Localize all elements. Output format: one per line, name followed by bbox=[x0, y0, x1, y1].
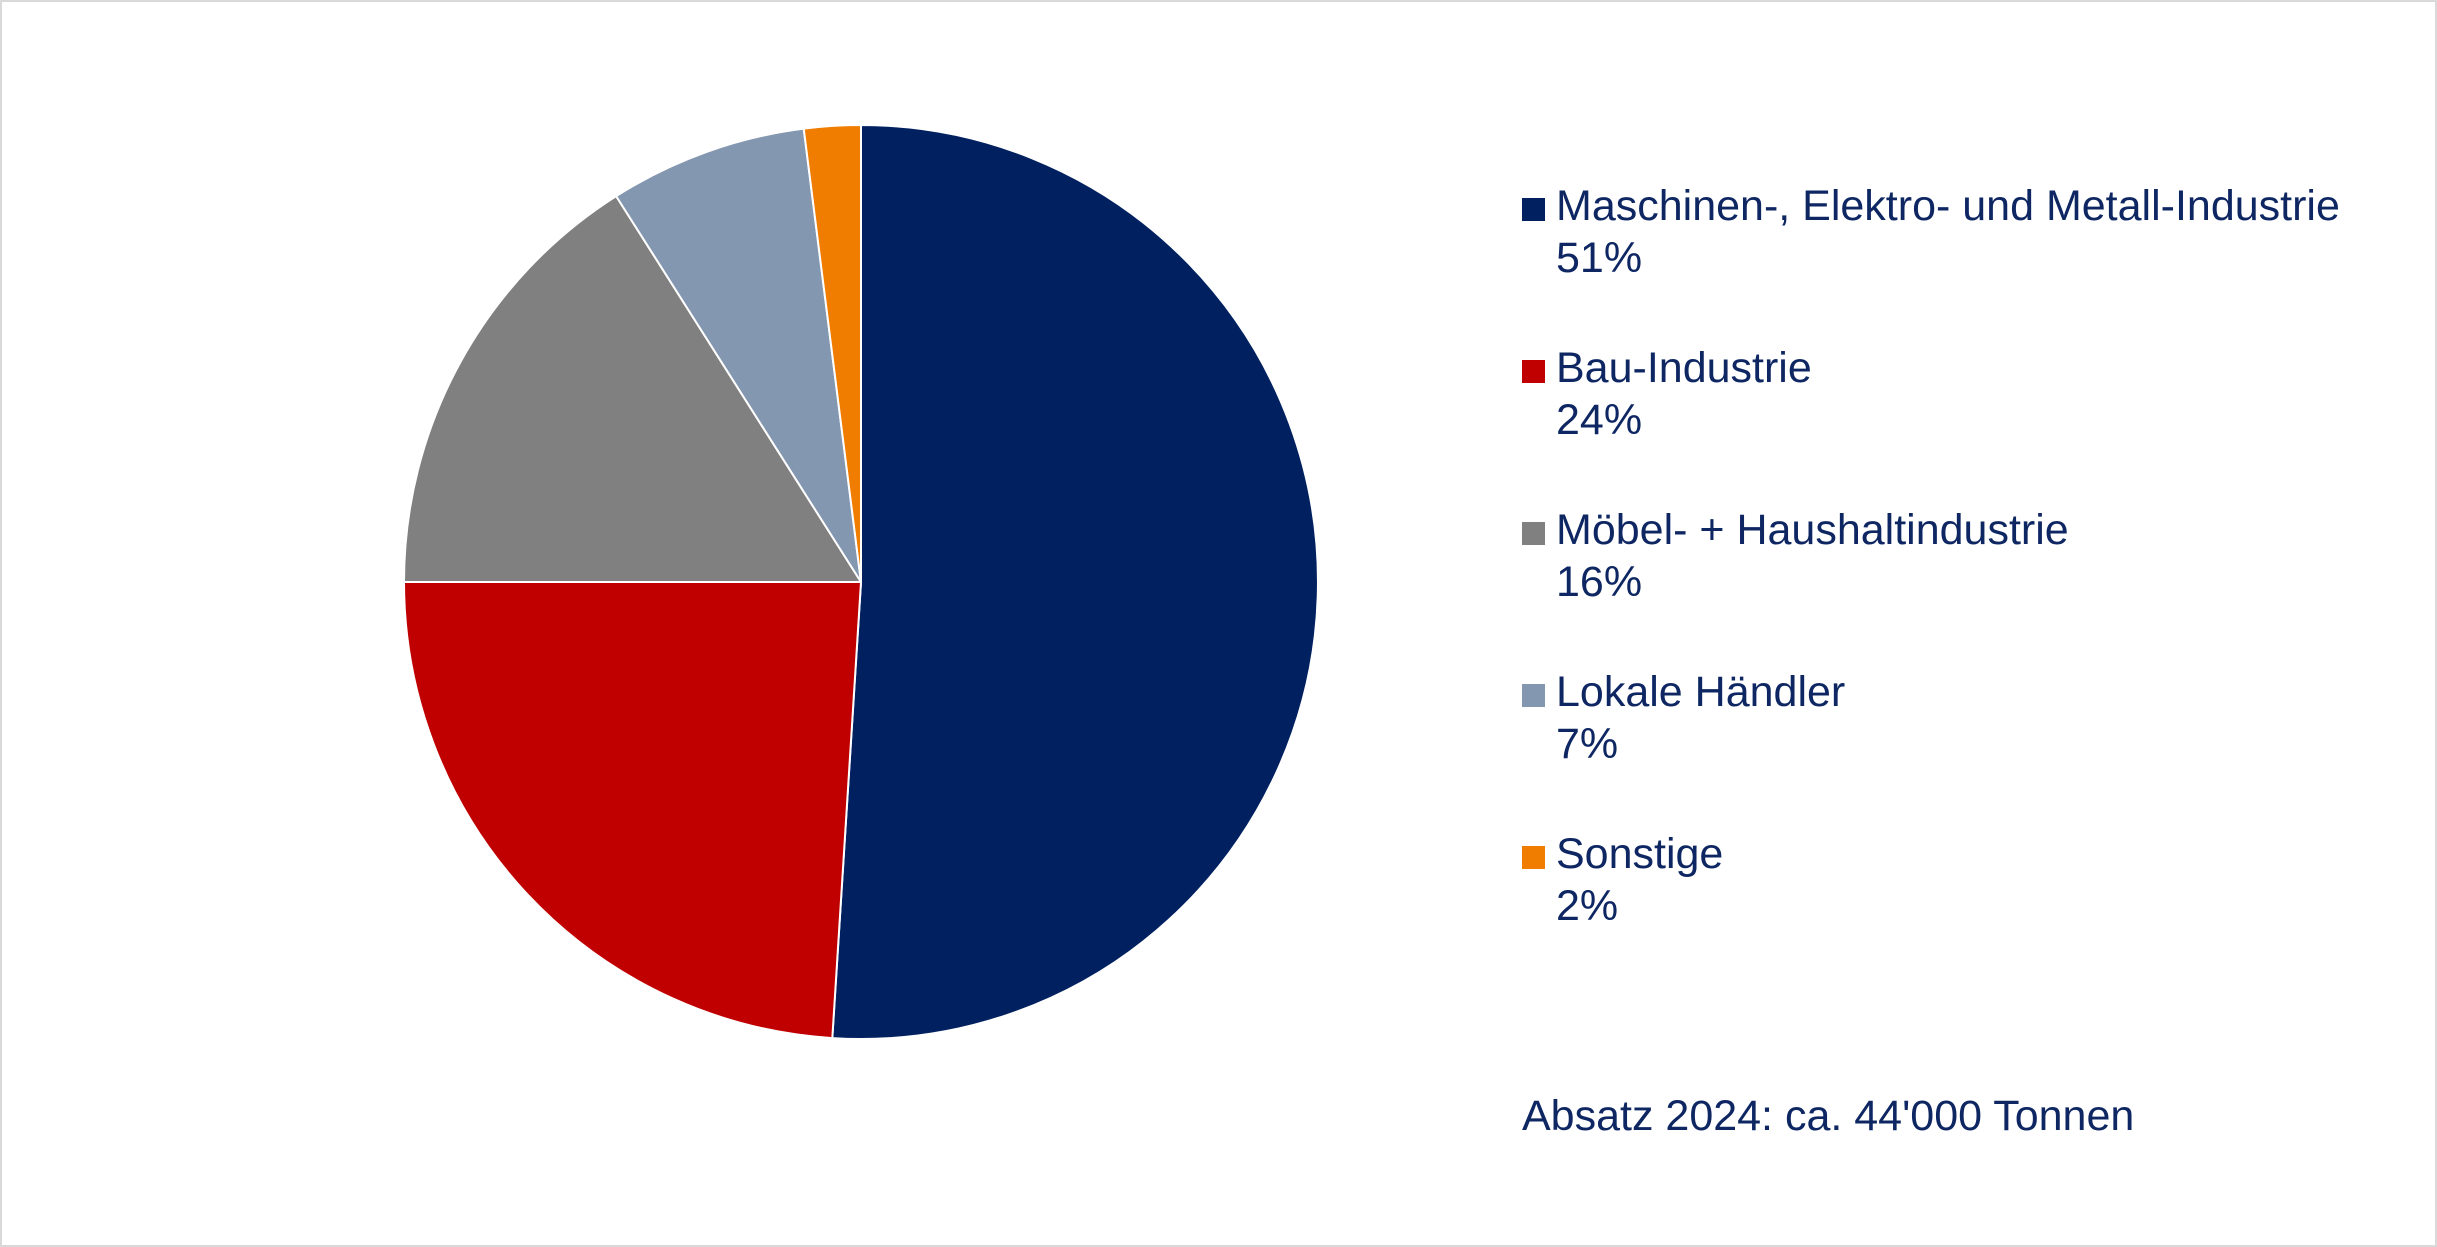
pie-slice-maschinen bbox=[831, 124, 1319, 1040]
legend-swatch-moebel bbox=[1522, 522, 1545, 545]
legend-label-moebel: Möbel- + Haushaltindustrie bbox=[1556, 506, 2069, 554]
pie-slice-bau bbox=[403, 581, 862, 1040]
legend-value-sonstige: 2% bbox=[1556, 882, 1619, 930]
legend-value-haendler: 7% bbox=[1556, 720, 1619, 768]
legend-item-bau: Bau-Industrie 24% bbox=[1522, 342, 2402, 504]
legend-item-moebel: Möbel- + Haushaltindustrie 16% bbox=[1522, 504, 2402, 666]
legend-swatch-maschinen bbox=[1522, 198, 1545, 221]
legend-label-haendler: Lokale Händler bbox=[1556, 668, 1846, 716]
legend-swatch-sonstige bbox=[1522, 846, 1545, 869]
legend-value-maschinen: 51% bbox=[1556, 234, 1643, 282]
legend-swatch-bau bbox=[1522, 360, 1545, 383]
pie-slice-haendler bbox=[615, 127, 862, 583]
pie-slice-sonstige bbox=[802, 123, 862, 583]
legend-label-maschinen: Maschinen-, Elektro- und Metall-Industri… bbox=[1556, 182, 2340, 230]
legend-label-sonstige: Sonstige bbox=[1556, 830, 1724, 878]
legend-label-bau: Bau-Industrie bbox=[1556, 344, 1812, 392]
pie-slice-moebel bbox=[403, 195, 862, 583]
legend-item-haendler: Lokale Händler 7% bbox=[1522, 666, 2402, 828]
legend-value-moebel: 16% bbox=[1556, 558, 1643, 606]
legend-item-sonstige: Sonstige 2% bbox=[1522, 828, 2402, 990]
legend-swatch-haendler bbox=[1522, 684, 1545, 707]
legend: Maschinen-, Elektro- und Metall-Industri… bbox=[1522, 180, 2402, 990]
legend-item-maschinen: Maschinen-, Elektro- und Metall-Industri… bbox=[1522, 180, 2402, 342]
legend-value-bau: 24% bbox=[1556, 396, 1643, 444]
sales-footnote: Absatz 2024: ca. 44'000 Tonnen bbox=[1522, 1092, 2135, 1140]
